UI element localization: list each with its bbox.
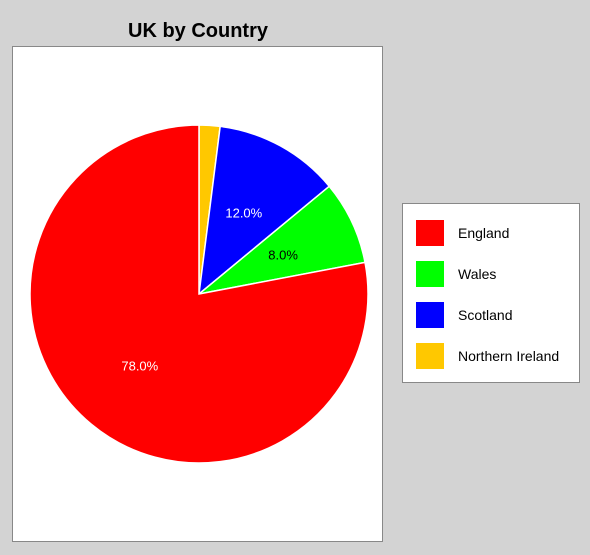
slice-label-england: 78.0% — [121, 359, 158, 374]
legend-item-wales: Wales — [416, 261, 496, 287]
plot-panel: 12.0% 8.0% 78.0% — [12, 46, 383, 542]
chart-title: UK by Country — [128, 20, 268, 42]
legend-label: Northern Ireland — [458, 348, 560, 364]
legend-label: Wales — [458, 266, 497, 282]
legend-swatch — [416, 261, 444, 287]
legend: England Wales Scotland Northern Ireland — [402, 203, 580, 383]
slice-label-wales: 8.0% — [268, 247, 298, 262]
legend-item-northern-ireland: Northern Ireland — [416, 343, 559, 369]
legend-item-scotland: Scotland — [416, 302, 512, 328]
pie-chart: 12.0% 8.0% 78.0% — [29, 124, 369, 464]
legend-swatch — [416, 343, 444, 369]
slice-label-scotland: 12.0% — [225, 206, 262, 221]
legend-swatch — [416, 220, 444, 246]
legend-item-england: England — [416, 220, 509, 246]
pie-slice-scotland — [198, 125, 331, 296]
legend-label: England — [458, 225, 510, 241]
legend-label: Scotland — [458, 307, 513, 323]
pie-slice-england — [29, 124, 369, 464]
legend-swatch — [416, 302, 444, 328]
